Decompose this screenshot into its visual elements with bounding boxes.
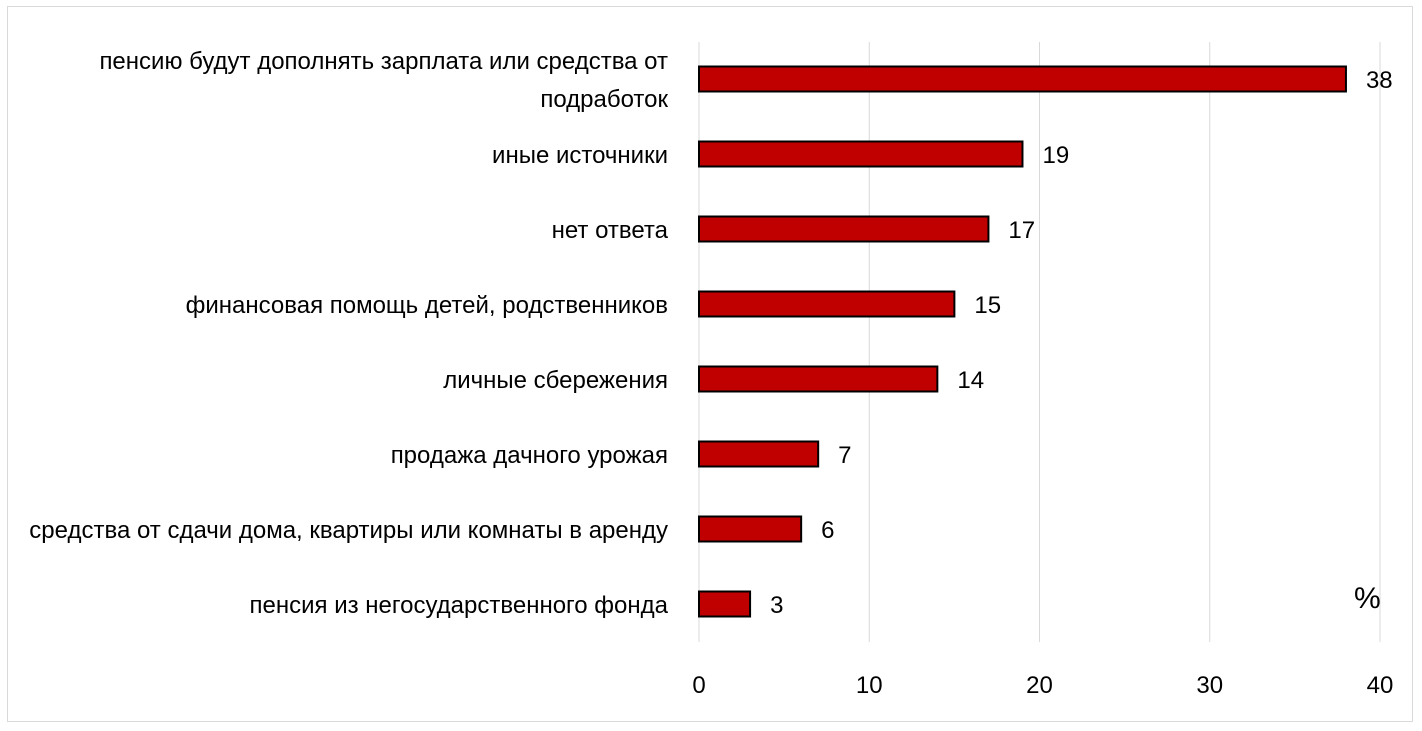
data-label: 14 bbox=[957, 367, 984, 394]
x-tick-label: 0 bbox=[692, 672, 705, 699]
category-label: личные сбережения bbox=[443, 367, 668, 394]
unit-label: % bbox=[1354, 582, 1381, 615]
bar bbox=[698, 515, 803, 543]
category-label: продажа дачного урожая bbox=[390, 442, 668, 469]
data-label: 6 bbox=[821, 517, 834, 544]
category-label: средства от сдачи дома, квартиры или ком… bbox=[29, 517, 668, 544]
bar bbox=[698, 440, 820, 468]
category-label: нет ответа bbox=[551, 217, 668, 244]
bar bbox=[698, 215, 990, 243]
chart-frame bbox=[7, 6, 1413, 722]
bar bbox=[698, 290, 956, 318]
x-tick-label: 10 bbox=[856, 672, 883, 699]
category-label: пенсия из негосударственного фонда bbox=[249, 592, 668, 619]
data-label: 7 bbox=[838, 442, 851, 469]
bar bbox=[698, 365, 939, 393]
category-label: пенсию будут дополнять зарплата или сред… bbox=[99, 48, 668, 113]
data-label: 19 bbox=[1042, 142, 1069, 169]
data-label: 38 bbox=[1366, 67, 1393, 94]
category-label: финансовая помощь детей, родственников bbox=[185, 292, 668, 319]
data-label: 3 bbox=[770, 592, 783, 619]
x-tick-label: 30 bbox=[1196, 672, 1223, 699]
data-label: 15 bbox=[974, 292, 1001, 319]
bar bbox=[698, 65, 1347, 93]
category-label: иные источники bbox=[492, 142, 668, 169]
x-tick-label: 40 bbox=[1367, 672, 1394, 699]
data-label: 17 bbox=[1008, 217, 1035, 244]
x-tick-label: 20 bbox=[1026, 672, 1053, 699]
bar bbox=[698, 140, 1024, 168]
bar bbox=[698, 590, 752, 618]
